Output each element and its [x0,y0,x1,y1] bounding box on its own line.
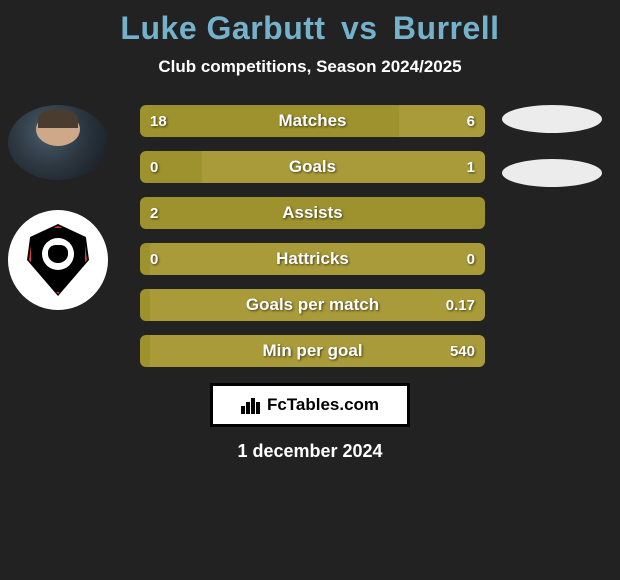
stat-value-left: 0 [150,151,158,183]
player1-name: Luke Garbutt [120,10,325,46]
stat-row: Matches18 6 [140,105,485,137]
stat-label: Hattricks [140,243,485,275]
comparison-title: Luke Garbutt vs Burrell [0,0,620,47]
player1-avatar [8,105,108,180]
stat-row: Goals per match0.17 [140,289,485,321]
right-blob-column [502,105,602,213]
stat-value-right: 540 [450,335,475,367]
stat-value-right: 1 [467,151,475,183]
placeholder-blob [502,159,602,187]
stat-value-left: 0 [150,243,158,275]
stat-value-left: 18 [150,105,167,137]
stat-row: Goals0 1 [140,151,485,183]
placeholder-blob [502,105,602,133]
subtitle: Club competitions, Season 2024/2025 [0,57,620,77]
stat-label: Assists [140,197,485,229]
stat-label: Matches [140,105,485,137]
stat-row: Assists2 [140,197,485,229]
vs-text: vs [341,10,378,46]
stat-label: Goals per match [140,289,485,321]
footer-logo: FcTables.com [210,383,410,427]
footer-date: 1 december 2024 [0,441,620,462]
club-badge [8,210,108,310]
content-area: Matches186Goals01Assists2Hattricks00Goal… [0,105,620,367]
chart-icon [241,396,263,414]
stat-label: Min per goal [140,335,485,367]
lion-icon [48,245,68,263]
stat-value-right: 0.17 [446,289,475,321]
stat-label: Goals [140,151,485,183]
stat-value-left: 2 [150,197,158,229]
shield-icon [27,224,89,296]
stat-bars: Matches186Goals01Assists2Hattricks00Goal… [140,105,485,367]
stat-value-right: 0 [467,243,475,275]
avatar-column [8,105,108,310]
stat-row: Hattricks0 0 [140,243,485,275]
stat-value-right: 6 [467,105,475,137]
player2-name: Burrell [393,10,500,46]
stat-row: Min per goal540 [140,335,485,367]
footer-logo-text: FcTables.com [267,395,379,415]
